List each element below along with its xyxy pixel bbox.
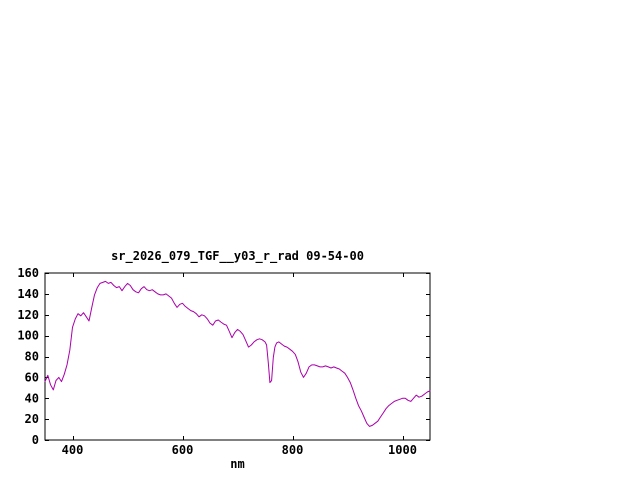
x-tick-label: 400: [62, 443, 84, 457]
y-tick-label: 100: [17, 329, 39, 343]
y-tick-label: 60: [25, 370, 39, 384]
y-tick-label: 0: [32, 433, 39, 447]
y-tick-label: 40: [25, 391, 39, 405]
x-tick-label: 1000: [388, 443, 417, 457]
y-tick-label: 120: [17, 308, 39, 322]
y-tick-label: 20: [25, 412, 39, 426]
spectrum-line: [44, 280, 431, 427]
x-tick-label: 800: [282, 443, 304, 457]
plot-border: [44, 272, 431, 441]
y-tick-label: 80: [25, 350, 39, 364]
chart-title: sr_2026_079_TGF__y03_r_rad 09-54-00: [111, 249, 364, 263]
y-tick-label: 160: [17, 266, 39, 280]
x-tick-label: 600: [172, 443, 194, 457]
y-tick-label: 140: [17, 287, 39, 301]
x-axis-label: nm: [230, 457, 245, 471]
